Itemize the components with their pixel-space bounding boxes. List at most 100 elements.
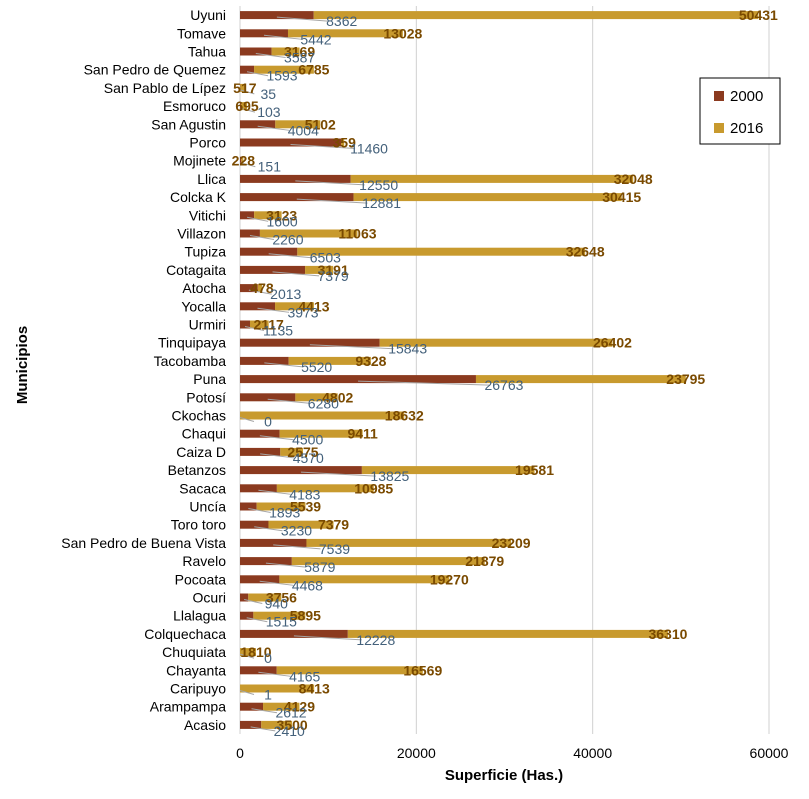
y-axis-title: Municipios [14, 326, 31, 404]
bars [240, 11, 759, 729]
value-label-2016: 1810 [240, 644, 271, 660]
leader-line [239, 653, 255, 659]
value-label-2016: 23795 [666, 371, 705, 387]
x-tick-label: 40000 [573, 745, 612, 761]
bar-2000 [240, 320, 251, 329]
leader-line [264, 362, 303, 368]
value-label-2016: 16569 [403, 662, 442, 678]
bar-2016 [257, 284, 262, 293]
value-label-2000: 4004 [288, 122, 319, 138]
bar-2016 [353, 193, 622, 202]
value-label-2000: 13825 [370, 468, 409, 484]
bar-2016 [240, 648, 256, 657]
value-label-2000: 2612 [275, 705, 306, 721]
bar-2016 [240, 684, 315, 693]
bar-2000 [240, 247, 298, 256]
bar-2000 [240, 502, 257, 511]
value-label-2016: 4413 [298, 298, 329, 314]
x-tick-label: 20000 [397, 745, 436, 761]
category-labels: Uyuni Tomave Tahua San Pedro de Quemez San P… [61, 7, 226, 733]
value-label-2000: 151 [258, 159, 282, 175]
bar-2000 [240, 466, 362, 475]
value-label-2000: 3230 [281, 523, 312, 539]
value-label-2016: 2575 [287, 444, 318, 460]
value-label-2016: 36310 [648, 626, 687, 642]
category-label: Tupiza [184, 244, 226, 260]
bar-2000 [240, 702, 264, 711]
value-label-2000: 940 [265, 596, 289, 612]
category-label: Villazon [177, 226, 226, 242]
value-label-2000: 6503 [310, 250, 341, 266]
value-label-2000: 4500 [292, 432, 323, 448]
category-label: Colquechaca [144, 626, 226, 642]
bar-2000 [240, 29, 288, 38]
leader-line [267, 398, 310, 404]
leader-line [255, 53, 286, 59]
bar-2000 [240, 611, 254, 620]
category-label: Llica [197, 171, 226, 187]
bar-2000 [240, 393, 296, 402]
x-axis-title: Superficie (Has.) [445, 767, 563, 784]
bar-2000 [240, 102, 241, 111]
value-label-2000: 8362 [326, 13, 357, 29]
x-tick-label: 0 [236, 745, 244, 761]
leader-line [265, 562, 306, 568]
leader-line [250, 726, 276, 732]
value-label-2000: 1593 [266, 68, 297, 84]
value-label-2016: 359 [333, 135, 357, 151]
category-label: Colcka K [170, 189, 227, 205]
value-label-2000: 12550 [359, 177, 398, 193]
value-label-2000: 4468 [292, 577, 323, 593]
value-label-2016: 4129 [284, 699, 315, 715]
leader-line [293, 635, 362, 641]
value-label-2016: 30415 [602, 189, 641, 205]
leader-line [295, 180, 365, 186]
bar-2016 [240, 411, 405, 420]
value-label-2016: 9328 [355, 353, 386, 369]
value-label-2000: 11460 [350, 141, 388, 157]
bar-2000 [240, 375, 476, 384]
value-label-2000: 2410 [274, 723, 305, 739]
bar-2000 [240, 229, 260, 238]
leader-line [257, 125, 290, 131]
bar-2000 [240, 356, 289, 365]
leader-line [249, 235, 275, 241]
bar-2016 [475, 375, 686, 384]
leader-line [246, 617, 268, 623]
value-label-2016: 13028 [383, 25, 422, 41]
category-label: San Agustin [151, 116, 226, 132]
bar-2016 [279, 429, 363, 438]
category-label: Vitichi [189, 207, 226, 223]
label-leader-lines [239, 16, 490, 732]
value-label-2016: 228 [232, 153, 256, 169]
bar-2000 [240, 211, 255, 220]
leader-line [257, 307, 290, 313]
bar-2000 [240, 47, 272, 56]
leader-line [240, 89, 255, 95]
bar-2016 [280, 447, 303, 456]
value-label-2016: 9411 [347, 426, 378, 442]
value-label-2000: 4570 [293, 450, 324, 466]
value-label-2016: 19581 [515, 462, 554, 478]
value-label-2016: 10985 [354, 480, 393, 496]
leader-line [240, 162, 256, 168]
category-label: Atocha [182, 280, 226, 296]
value-label-2000: 0 [264, 414, 272, 430]
leader-line [254, 526, 283, 532]
category-label: Uyuni [190, 7, 226, 23]
bar-2016 [379, 338, 613, 347]
bar-2016 [297, 247, 586, 256]
value-label-2016: 50431 [739, 7, 778, 23]
bar-2016 [248, 593, 282, 602]
bar-2000 [240, 65, 255, 74]
leader-line [259, 435, 294, 441]
value-label-2016: 21879 [465, 553, 504, 569]
value-label-2000: 5879 [304, 559, 335, 575]
value-label-2016: 4802 [322, 389, 353, 405]
category-label: Caiza D [176, 444, 226, 460]
bar-2016 [341, 138, 345, 147]
bar-2016 [253, 611, 306, 620]
legend-box [699, 77, 781, 145]
bar-2016 [279, 575, 450, 584]
